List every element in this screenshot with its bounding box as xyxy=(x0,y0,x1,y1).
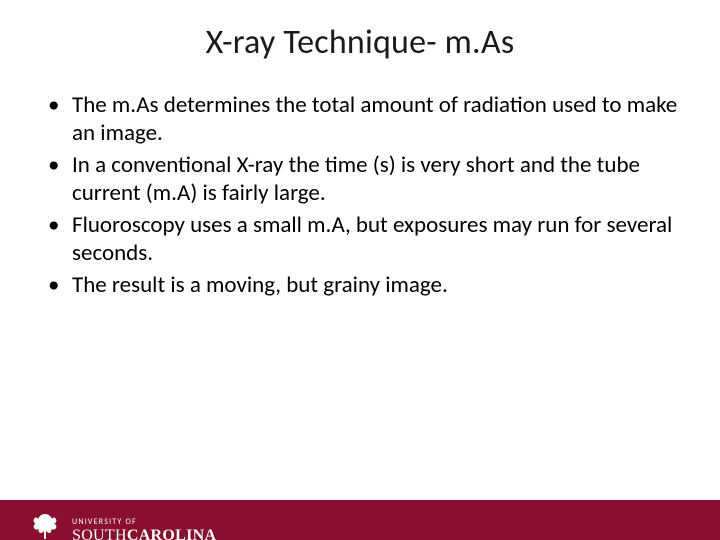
slide: X-ray Technique- m.As The m.As determine… xyxy=(0,22,720,540)
logo-word-carolina: CAROLINA xyxy=(127,527,217,540)
bullet-list: The m.As determines the total amount of … xyxy=(40,91,680,299)
footer-bar: UNIVERSITY OF SOUTHCAROLINA xyxy=(0,500,720,540)
slide-title: X-ray Technique- m.As xyxy=(0,22,720,63)
logo-tree-icon xyxy=(28,511,62,540)
logo-south-carolina: SOUTHCAROLINA xyxy=(72,528,216,540)
bullet-item: The m.As determines the total amount of … xyxy=(40,91,680,147)
university-logo: UNIVERSITY OF SOUTHCAROLINA xyxy=(28,511,216,540)
logo-text: UNIVERSITY OF SOUTHCAROLINA xyxy=(72,518,216,540)
logo-word-south: SOUTH xyxy=(72,527,127,540)
bullet-item: Fluoroscopy uses a small m.A, but exposu… xyxy=(40,211,680,267)
bullet-item: The result is a moving, but grainy image… xyxy=(40,271,680,299)
slide-body: The m.As determines the total amount of … xyxy=(0,91,720,299)
bullet-item: In a conventional X-ray the time (s) is … xyxy=(40,151,680,207)
logo-university-of: UNIVERSITY OF xyxy=(72,518,216,526)
